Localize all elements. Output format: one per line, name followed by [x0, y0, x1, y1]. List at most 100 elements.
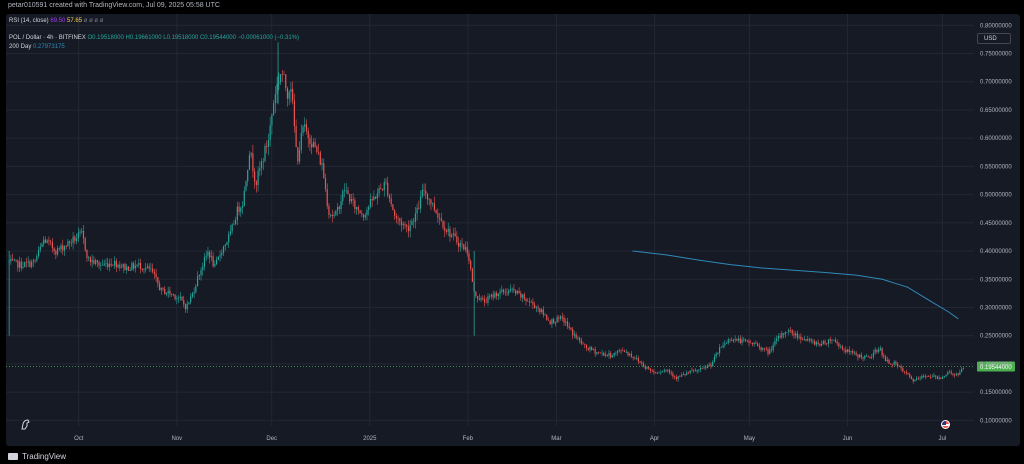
- candle-body: [848, 349, 850, 352]
- candle-body: [119, 264, 121, 268]
- dino-icon[interactable]: [20, 418, 32, 430]
- candle-body: [836, 341, 838, 344]
- ohlc-close: C0.19544000: [199, 35, 236, 41]
- candle-body: [933, 375, 935, 377]
- candle-body: [93, 260, 95, 264]
- ma-legend[interactable]: 200 Day 0.27973175: [9, 44, 65, 50]
- candle-body: [611, 355, 614, 358]
- y-tick-label: 0.65000000: [980, 108, 1012, 114]
- candle-body: [107, 263, 109, 267]
- candle-body: [288, 91, 290, 99]
- candle-body: [903, 371, 906, 373]
- candle-body: [37, 249, 40, 257]
- flag-icon[interactable]: [941, 420, 950, 429]
- candle-body: [262, 161, 264, 162]
- candle-body: [955, 373, 958, 376]
- chart-panel[interactable]: 0.19544000 0.10000000 0.15000000 0.2000000…: [6, 14, 1020, 446]
- candle-body: [755, 342, 757, 344]
- candle-body: [217, 256, 219, 260]
- candle-body: [404, 224, 406, 226]
- candle-body: [931, 376, 933, 378]
- candle-body: [591, 347, 593, 350]
- candle-body: [160, 287, 162, 291]
- candle-body: [822, 341, 824, 344]
- candle-body: [603, 352, 605, 356]
- candle-body: [608, 353, 610, 356]
- candle-body: [447, 228, 449, 232]
- candle-body: [779, 336, 781, 338]
- candle-body: [238, 206, 240, 212]
- candle-body: [266, 145, 268, 147]
- candle-body: [414, 213, 416, 222]
- candle-body: [598, 352, 600, 353]
- candle-body: [767, 349, 769, 354]
- candle-body: [789, 330, 792, 331]
- candle-body: [259, 168, 261, 171]
- candle-body: [751, 343, 754, 345]
- rsi-legend[interactable]: RSI (14, close) 69.50 57.65 ø ø ø ø: [9, 18, 103, 24]
- candle-body: [205, 255, 207, 257]
- price-chart[interactable]: 0.19544000 0.10000000 0.15000000 0.2000000…: [6, 14, 1020, 446]
- candle-body: [72, 236, 74, 243]
- candle-body: [376, 193, 378, 199]
- candle-body: [293, 100, 295, 127]
- candle-body: [433, 203, 435, 211]
- candle-body: [684, 373, 686, 375]
- candle-body: [43, 239, 45, 244]
- candle-body: [888, 359, 890, 364]
- candle-body: [807, 339, 809, 341]
- candle-body: [895, 361, 897, 364]
- candle-body: [317, 151, 320, 153]
- last-price-tag: [977, 361, 1015, 372]
- symbol-legend[interactable]: POL / Dollar · 4h · BITFINEX O0.19518000…: [9, 35, 299, 41]
- candle-body: [333, 214, 335, 217]
- candle-body: [459, 243, 461, 247]
- candle-body: [127, 266, 130, 271]
- candle-body: [909, 374, 911, 377]
- author-credit: petar010591 created with TradingView.com…: [8, 2, 220, 9]
- candle-body: [696, 369, 698, 372]
- candle-body: [784, 332, 786, 335]
- candle-body: [587, 347, 589, 350]
- candle-body: [703, 367, 705, 369]
- candle-body: [570, 327, 572, 330]
- candle-body: [941, 376, 944, 379]
- candle-body: [644, 366, 646, 369]
- candle-body: [250, 153, 252, 156]
- candle-body: [513, 288, 515, 291]
- candle-body: [744, 339, 747, 341]
- currency-button[interactable]: USD: [977, 33, 1011, 44]
- candle-body: [260, 161, 263, 169]
- candle-body: [215, 259, 218, 265]
- candle-body: [705, 367, 707, 369]
- candle-body: [504, 292, 506, 293]
- x-tick-label: May: [744, 436, 755, 442]
- last-price-label: 0.19544000: [980, 365, 1012, 371]
- candle-body: [843, 348, 845, 350]
- candle-body: [305, 124, 308, 131]
- candle-body: [145, 267, 147, 270]
- candle-body: [354, 200, 356, 209]
- candle-body: [741, 339, 743, 344]
- candle-body: [834, 339, 837, 342]
- candle-body: [758, 346, 760, 348]
- candle-body: [356, 207, 358, 209]
- candle-body: [20, 261, 22, 269]
- candle-body: [511, 288, 513, 290]
- candle-body: [304, 124, 306, 127]
- candles: [8, 42, 964, 384]
- candle-body: [686, 372, 688, 375]
- candle-body: [188, 302, 190, 304]
- candle-body: [321, 163, 323, 165]
- ohlc-low: L0.19518000: [163, 35, 199, 41]
- candle-body: [693, 370, 695, 372]
- candle-body: [867, 355, 869, 357]
- candle-body: [547, 319, 550, 321]
- candle-body: [432, 203, 434, 205]
- candle-body: [819, 343, 821, 346]
- candle-body: [158, 283, 161, 291]
- candle-body: [689, 370, 691, 373]
- candle-body: [935, 375, 937, 377]
- candle-body: [307, 130, 309, 139]
- candle-body: [290, 89, 292, 92]
